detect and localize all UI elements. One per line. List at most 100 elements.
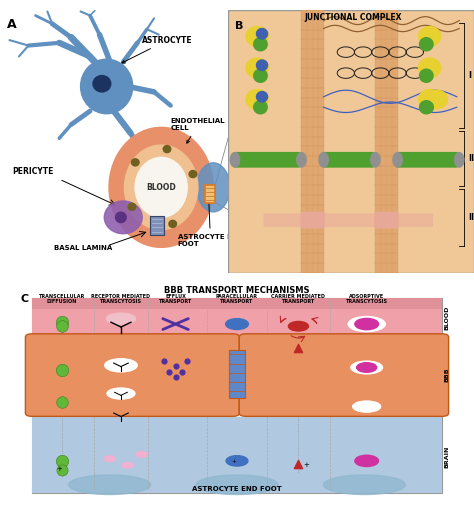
Ellipse shape: [197, 163, 230, 212]
Circle shape: [355, 319, 379, 330]
Ellipse shape: [419, 26, 441, 46]
Ellipse shape: [419, 38, 433, 51]
Text: BBB TRANSPORT MECHANISMS: BBB TRANSPORT MECHANISMS: [164, 286, 310, 295]
Text: EFFLUX
TRANSPORT: EFFLUX TRANSPORT: [159, 294, 192, 305]
Ellipse shape: [105, 359, 137, 372]
Text: BLOOD: BLOOD: [445, 306, 450, 330]
Circle shape: [355, 455, 379, 467]
Point: [179, 368, 186, 376]
Text: RECEPTOR MEDIATED
TRANSCYTOSIS: RECEPTOR MEDIATED TRANSCYTOSIS: [91, 294, 150, 305]
Text: CARRIER MEDIATED
TRANSPORT: CARRIER MEDIATED TRANSPORT: [272, 294, 325, 305]
Ellipse shape: [256, 28, 267, 39]
Ellipse shape: [419, 69, 433, 82]
Circle shape: [109, 127, 213, 247]
Text: +: +: [231, 459, 237, 464]
Text: +: +: [56, 466, 62, 472]
FancyBboxPatch shape: [229, 349, 245, 398]
Ellipse shape: [419, 89, 441, 109]
Ellipse shape: [254, 100, 267, 114]
FancyBboxPatch shape: [375, 10, 398, 273]
Circle shape: [288, 322, 309, 331]
Ellipse shape: [455, 153, 464, 167]
Ellipse shape: [351, 361, 383, 374]
Text: TRANSCELLULAR
DIFFUSION: TRANSCELLULAR DIFFUSION: [39, 294, 85, 305]
Ellipse shape: [81, 59, 133, 114]
Ellipse shape: [131, 159, 139, 166]
Point: [58, 457, 65, 465]
Circle shape: [226, 456, 248, 466]
FancyBboxPatch shape: [223, 337, 251, 407]
Point: [183, 357, 191, 365]
FancyBboxPatch shape: [234, 152, 300, 168]
Ellipse shape: [319, 153, 328, 167]
Ellipse shape: [189, 171, 197, 178]
Point: [295, 460, 302, 468]
Text: PERICYTE: PERICYTE: [12, 167, 53, 176]
FancyBboxPatch shape: [301, 212, 325, 229]
FancyBboxPatch shape: [228, 10, 474, 273]
Ellipse shape: [169, 220, 176, 227]
Text: ASTROCYTE END
FOOT: ASTROCYTE END FOOT: [178, 199, 243, 247]
Text: BLOOD: BLOOD: [146, 183, 176, 192]
Point: [160, 357, 168, 365]
FancyBboxPatch shape: [32, 418, 442, 493]
Ellipse shape: [128, 203, 136, 210]
Circle shape: [122, 463, 134, 468]
FancyBboxPatch shape: [239, 334, 448, 416]
Ellipse shape: [230, 153, 239, 167]
Point: [58, 366, 65, 374]
FancyBboxPatch shape: [32, 298, 442, 337]
Ellipse shape: [93, 76, 111, 92]
Text: ASTROCYTE END FOOT: ASTROCYTE END FOOT: [192, 486, 282, 492]
Text: PARACELLULAR
TRANSPORT: PARACELLULAR TRANSPORT: [216, 294, 258, 305]
Text: C: C: [21, 294, 29, 304]
Point: [58, 466, 65, 474]
Text: I: I: [468, 71, 471, 80]
FancyBboxPatch shape: [264, 213, 433, 227]
FancyBboxPatch shape: [301, 10, 324, 273]
FancyBboxPatch shape: [26, 334, 239, 416]
Text: A: A: [7, 18, 17, 31]
Ellipse shape: [116, 212, 126, 223]
FancyBboxPatch shape: [205, 185, 215, 203]
FancyBboxPatch shape: [322, 152, 374, 168]
Point: [58, 398, 65, 406]
Ellipse shape: [107, 388, 135, 399]
FancyBboxPatch shape: [32, 298, 442, 309]
Point: [172, 373, 179, 381]
Text: JUNCTIONAL COMPLEX: JUNCTIONAL COMPLEX: [304, 13, 402, 22]
Circle shape: [104, 456, 116, 462]
Circle shape: [136, 451, 147, 457]
Text: III: III: [468, 213, 474, 222]
Point: [295, 344, 302, 352]
FancyBboxPatch shape: [374, 212, 399, 229]
Text: BBB: BBB: [445, 368, 450, 382]
Ellipse shape: [371, 153, 380, 167]
Ellipse shape: [163, 145, 171, 153]
Ellipse shape: [256, 91, 267, 102]
Ellipse shape: [323, 475, 405, 494]
Ellipse shape: [419, 100, 433, 114]
Ellipse shape: [427, 90, 447, 109]
Ellipse shape: [254, 38, 267, 51]
Ellipse shape: [246, 26, 268, 46]
Ellipse shape: [196, 475, 278, 494]
Ellipse shape: [246, 58, 268, 78]
Ellipse shape: [256, 60, 267, 71]
FancyBboxPatch shape: [150, 216, 164, 235]
Ellipse shape: [419, 58, 441, 78]
Point: [58, 322, 65, 330]
Point: [165, 368, 173, 376]
Ellipse shape: [254, 69, 267, 82]
Text: +: +: [303, 462, 309, 468]
Ellipse shape: [69, 475, 151, 494]
Text: BASAL LAMINA: BASAL LAMINA: [54, 245, 112, 251]
Ellipse shape: [246, 89, 268, 109]
Point: [58, 318, 65, 326]
Circle shape: [356, 363, 377, 372]
Point: [172, 363, 179, 371]
Ellipse shape: [106, 313, 136, 324]
FancyBboxPatch shape: [396, 152, 458, 168]
Ellipse shape: [348, 317, 385, 332]
Ellipse shape: [393, 153, 402, 167]
